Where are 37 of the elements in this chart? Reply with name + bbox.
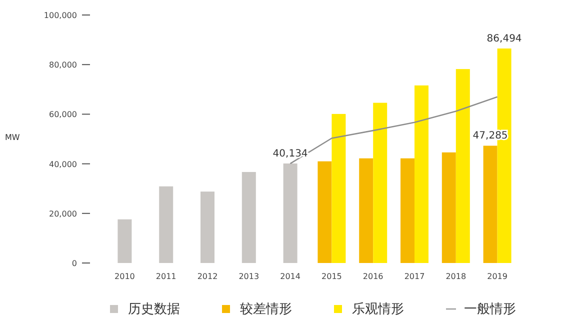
legend-label: 一般情形	[464, 302, 516, 317]
bar	[414, 85, 428, 263]
bar	[456, 69, 470, 263]
x-tick-label: 2017	[404, 272, 425, 281]
bar	[283, 163, 298, 263]
bar	[400, 158, 414, 263]
bar	[118, 219, 132, 263]
bar	[359, 158, 374, 263]
data-label: 40,134	[272, 148, 308, 160]
y-tick-label: 100,000	[44, 11, 77, 20]
legend-label: 历史数据	[128, 302, 180, 317]
x-tick-label: 2013	[238, 272, 260, 281]
x-tick-label: 2011	[156, 272, 176, 281]
bar	[442, 152, 456, 263]
bar	[332, 114, 346, 263]
data-label: 86,494	[486, 33, 522, 44]
bar	[373, 102, 388, 263]
y-tick-label: 80,000	[49, 60, 77, 70]
bar	[159, 186, 174, 263]
y-tick-label: 40,000	[49, 160, 77, 169]
x-tick-label: 2018	[446, 272, 466, 281]
legend-label: 乐观情形	[352, 302, 404, 317]
bar	[200, 192, 214, 263]
bar	[242, 172, 256, 263]
bar	[318, 161, 332, 263]
x-tick-label: 2012	[197, 272, 218, 281]
x-tick-label: 2010	[114, 272, 135, 281]
legend-label: 较差情形	[240, 302, 292, 317]
x-tick-label: 2015	[322, 272, 342, 281]
y-axis-title: MW	[5, 133, 20, 142]
y-tick-label: 0	[72, 259, 77, 268]
x-tick-label: 2016	[362, 272, 384, 281]
y-tick-label: 60,000	[49, 110, 77, 120]
y-tick-label: 20,000	[49, 209, 77, 218]
x-tick-label: 2019	[487, 272, 508, 281]
x-tick-label: 2014	[280, 272, 300, 281]
bar	[483, 146, 498, 263]
